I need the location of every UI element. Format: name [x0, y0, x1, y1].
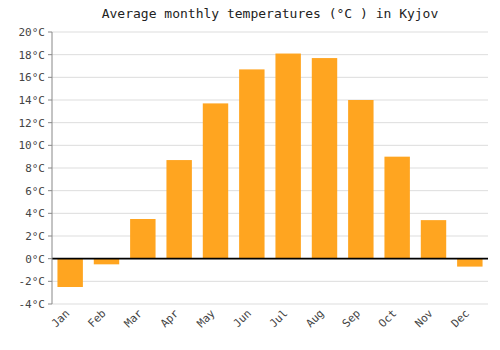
zero-line: [52, 258, 488, 260]
grid-line: [52, 77, 488, 78]
bar: [275, 54, 300, 259]
y-tick-label: 16°C: [19, 71, 46, 84]
x-tick-label: Nov: [412, 307, 436, 331]
bar: [457, 259, 482, 267]
bar: [348, 100, 373, 259]
bar: [166, 160, 191, 259]
y-tick: [48, 32, 52, 33]
bar: [421, 220, 446, 259]
y-tick-label: 8°C: [25, 162, 45, 175]
title: Average monthly temperatures (°C ) in Ky…: [102, 6, 439, 21]
y-tick: [48, 54, 52, 55]
grid-line: [52, 54, 488, 55]
x-tick-label: Sep: [340, 307, 363, 330]
grid-line: [52, 213, 488, 214]
grid-line: [52, 168, 488, 169]
y-tick: [48, 304, 52, 305]
x-tick-label: Oct: [376, 307, 399, 330]
y-tick-label: 10°C: [19, 139, 46, 152]
y-tick: [48, 100, 52, 101]
y-tick: [48, 145, 52, 146]
y-tick-label: -4°C: [19, 298, 46, 311]
y-tick-label: 18°C: [19, 49, 46, 62]
y-tick-label: 2°C: [25, 230, 45, 243]
grid-line: [52, 258, 488, 259]
x-tick-label: Aug: [303, 307, 326, 330]
grid-line: [52, 100, 488, 101]
grid: [52, 32, 488, 304]
bar: [130, 219, 155, 259]
y-tick: [48, 258, 52, 259]
y-tick: [48, 122, 52, 123]
y-tick-label: 6°C: [25, 185, 45, 198]
y-tick: [48, 77, 52, 78]
y-axis-line: [52, 32, 53, 304]
bar: [203, 103, 228, 258]
y-tick-label: 14°C: [19, 94, 46, 107]
chart: Average monthly temperatures (°C ) in Ky…: [0, 0, 500, 350]
grid-line: [52, 32, 488, 33]
x-tick-label: Dec: [449, 307, 472, 330]
x-axis: Jan Feb Mar Apr May Jun Jul Aug Sep Oct Nov Dec: [49, 307, 472, 331]
bar: [384, 157, 409, 259]
x-tick-label: Mar: [122, 307, 146, 331]
x-tick-label: Jan: [49, 307, 72, 330]
y-tick: [48, 168, 52, 169]
bar: [312, 58, 337, 259]
y-tick-label: -2°C: [19, 275, 46, 288]
y-tick-label: 4°C: [25, 207, 45, 220]
y-tick: [48, 213, 52, 214]
y-tick: [48, 281, 52, 282]
grid-line: [52, 122, 488, 123]
x-tick-label: Jul: [267, 307, 290, 330]
x-tick-label: Feb: [85, 307, 108, 330]
y-tick: [48, 190, 52, 191]
grid-line: [52, 190, 488, 191]
grid-line: [52, 281, 488, 282]
y-tick-label: 12°C: [19, 117, 46, 130]
y-axis: -4°C -2°C 0°C 2°C 4°C 6°C 8°C 10°C 12°C 14°C 16°C 1…: [19, 26, 53, 311]
bar: [57, 259, 82, 287]
bar: [239, 69, 264, 258]
x-tick-label: May: [194, 307, 218, 331]
grid-line: [52, 304, 488, 305]
y-tick: [48, 236, 52, 237]
x-tick-label: Apr: [158, 307, 182, 331]
bars: [57, 54, 482, 287]
grid-line: [52, 145, 488, 146]
y-tick-label: 20°C: [19, 26, 46, 39]
y-tick-label: 0°C: [25, 253, 45, 266]
x-tick-label: Jun: [231, 307, 254, 330]
